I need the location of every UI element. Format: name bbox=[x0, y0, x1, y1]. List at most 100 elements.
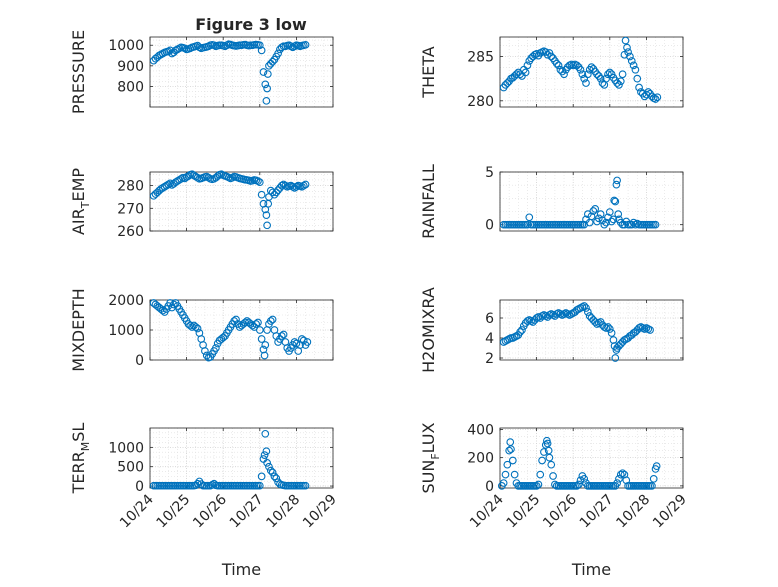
data-point bbox=[197, 480, 206, 488]
data-point bbox=[257, 472, 266, 481]
data-point bbox=[578, 70, 587, 79]
data-point bbox=[301, 40, 310, 49]
data-point bbox=[301, 180, 310, 189]
data-point bbox=[543, 439, 552, 448]
data-point bbox=[277, 332, 286, 340]
data-point bbox=[624, 48, 632, 56]
data-point bbox=[611, 354, 620, 362]
data-point bbox=[605, 325, 614, 333]
data-point bbox=[653, 93, 662, 102]
data-point bbox=[560, 70, 568, 79]
y-tick-label: 0 bbox=[485, 479, 494, 495]
data-point bbox=[602, 74, 610, 83]
data-point bbox=[583, 70, 592, 79]
data-point bbox=[523, 220, 532, 229]
data-point bbox=[262, 96, 271, 105]
data-point bbox=[505, 446, 514, 455]
data-point bbox=[521, 68, 530, 77]
data-point bbox=[523, 61, 532, 70]
data-point bbox=[594, 214, 603, 223]
data-point bbox=[591, 205, 600, 213]
data-point bbox=[631, 65, 640, 74]
data-point bbox=[604, 323, 612, 331]
data-point bbox=[540, 448, 548, 456]
data-series bbox=[149, 429, 310, 490]
data-point bbox=[503, 460, 512, 469]
y-axis-label: H2OMIXRA bbox=[419, 287, 438, 373]
data-point bbox=[272, 474, 281, 483]
y-axis-label: AIRTEMP bbox=[69, 168, 92, 235]
data-series bbox=[497, 436, 661, 490]
data-point bbox=[543, 50, 552, 59]
y-axis-label: MIXDEPTH bbox=[69, 288, 88, 371]
data-series bbox=[499, 176, 660, 229]
axes-box bbox=[499, 171, 684, 232]
data-point bbox=[609, 215, 618, 224]
data-point bbox=[547, 460, 556, 469]
data-point bbox=[615, 474, 623, 483]
data-point bbox=[623, 43, 631, 52]
data-point bbox=[587, 212, 596, 221]
y-axis-label: THETA bbox=[419, 46, 438, 98]
data-point bbox=[532, 482, 541, 490]
data-point bbox=[518, 326, 526, 334]
data-point bbox=[212, 344, 220, 352]
data-point bbox=[252, 320, 260, 328]
data-point bbox=[202, 351, 211, 360]
axes-box bbox=[499, 299, 684, 361]
y-axis-label: SUNFLUX bbox=[419, 422, 442, 493]
data-point bbox=[629, 61, 638, 70]
data-point bbox=[573, 482, 581, 490]
axes-box bbox=[499, 36, 684, 108]
data-point bbox=[507, 445, 515, 454]
data-point bbox=[263, 458, 271, 467]
data-point bbox=[213, 172, 222, 180]
data-point bbox=[649, 474, 658, 483]
data-point bbox=[266, 466, 275, 475]
data-point bbox=[611, 197, 620, 206]
y-axis-label: TERRMSL bbox=[69, 423, 92, 495]
data-point bbox=[288, 182, 297, 191]
data-point bbox=[241, 318, 250, 327]
data-point bbox=[255, 481, 264, 490]
x-axis-label: Time bbox=[221, 560, 261, 579]
data-point bbox=[633, 74, 642, 83]
data-point bbox=[299, 336, 308, 345]
data-point bbox=[648, 482, 656, 490]
data-point bbox=[576, 65, 585, 74]
data-point bbox=[618, 469, 627, 478]
data-point bbox=[169, 300, 178, 309]
data-point bbox=[646, 326, 654, 334]
data-point bbox=[263, 221, 271, 230]
data-point bbox=[582, 79, 590, 87]
data-point bbox=[279, 330, 288, 339]
data-point bbox=[158, 306, 167, 315]
data-point bbox=[607, 329, 616, 337]
y-tick-label: 2 bbox=[485, 351, 494, 367]
data-point bbox=[274, 49, 282, 58]
data-point bbox=[268, 57, 277, 66]
data-point bbox=[551, 480, 559, 489]
data-point bbox=[651, 220, 660, 229]
data-point bbox=[281, 181, 290, 190]
data-point bbox=[580, 302, 589, 310]
data-point bbox=[303, 338, 312, 346]
data-point bbox=[292, 182, 301, 191]
y-tick-label: 200 bbox=[467, 451, 494, 467]
data-point bbox=[184, 172, 193, 180]
data-point bbox=[631, 220, 640, 229]
data-point bbox=[525, 213, 534, 222]
y-tick-label: 280 bbox=[117, 179, 144, 195]
data-point bbox=[257, 190, 266, 199]
data-point bbox=[193, 173, 202, 182]
y-tick-label: 400 bbox=[467, 422, 494, 438]
data-point bbox=[177, 174, 185, 183]
data-point bbox=[536, 470, 545, 479]
data-point bbox=[265, 462, 273, 471]
axes-box bbox=[149, 36, 334, 108]
data-point bbox=[613, 479, 621, 487]
data-point bbox=[549, 472, 557, 480]
data-point bbox=[605, 68, 614, 77]
